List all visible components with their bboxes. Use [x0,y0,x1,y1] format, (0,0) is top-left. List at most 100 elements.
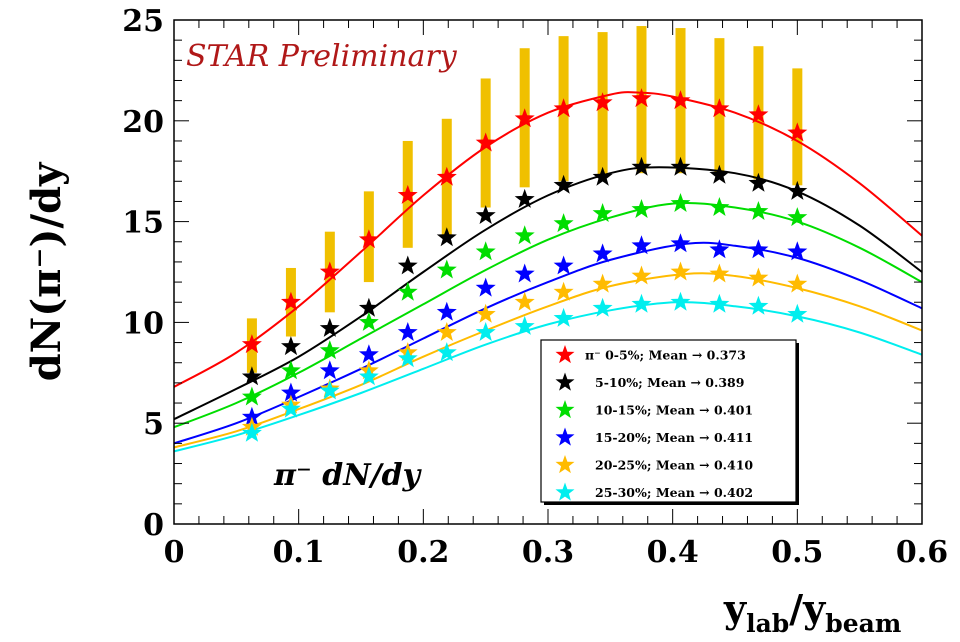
data-point-star [787,273,808,293]
data-point-star [670,156,691,176]
x-axis-label-sub2: beam [825,609,901,638]
data-point-star [281,336,301,356]
y-tick-label: 25 [122,4,164,39]
data-point-star [553,307,574,327]
data-point-star [514,291,535,311]
data-point-star [553,98,574,118]
data-point-star [475,303,496,323]
data-point-star [670,261,691,281]
data-point-star [709,197,730,216]
x-axis-label: ylab/ybeam [723,586,901,638]
y-tick-label: 0 [143,508,164,543]
fit-curve [173,91,923,388]
data-point-star [631,88,652,108]
data-point-star [592,297,613,317]
data-point-star [436,227,457,247]
data-markers [241,88,808,442]
data-point-star [709,293,730,313]
legend-entry-label: π⁻ 0-5%; Mean → 0.373 [585,348,746,363]
data-point-star [631,293,652,313]
data-point-star [748,201,769,220]
data-point-star [397,255,418,275]
data-point-star [358,366,379,386]
data-point-star [358,311,379,331]
data-point-star [241,406,262,426]
data-point-star [592,273,613,293]
legend-box [540,339,797,503]
x-tick-label: 0.3 [522,535,574,570]
legend-entry-label: 20-25%; Mean → 0.410 [595,458,753,473]
data-point-star [319,340,340,360]
data-point-star [281,382,301,402]
legend-marker [555,400,575,419]
data-point-star [514,188,535,208]
data-point-star [787,241,808,261]
data-point-star [436,301,457,321]
legend-entry-label: 10-15%; Mean → 0.401 [595,403,753,418]
data-point-star [748,104,769,124]
data-point-star [241,334,262,354]
x-tick-label: 0.6 [896,535,948,570]
data-point-star [787,122,808,142]
data-point-star [670,233,691,253]
data-point-star [631,235,652,255]
data-point-star [670,90,691,110]
x-tick-label: 0.2 [397,535,449,570]
data-point-star [358,297,379,317]
data-point-star [592,92,613,112]
legend-marker [555,427,575,446]
legend-entry-label: 25-30%; Mean → 0.402 [595,485,753,500]
data-point-star [514,263,535,283]
data-point-star [514,315,535,335]
data-point-star [475,241,496,261]
data-point-star [709,98,730,118]
data-point-star [787,180,808,200]
data-point-star [475,322,496,341]
data-point-star [670,193,691,212]
legend: π⁻ 0-5%; Mean → 0.373 5-10%; Mean → 0.389… [540,339,799,505]
data-point-star [397,322,418,341]
data-point-star [631,199,652,218]
legend-marker [555,345,575,364]
data-point-star [787,207,808,227]
legend-entry-label: 5-10%; Mean → 0.389 [595,375,744,390]
tick-labels: 0 0.1 0.2 0.3 0.4 0.5 0.6 0 5 10 15 20 25 [122,4,948,570]
data-point-star [397,184,418,204]
data-point-star [670,291,691,311]
data-point-star [358,344,379,364]
data-point-star [748,239,769,259]
data-point-star [553,255,574,275]
data-point-star [241,386,262,406]
data-point-star [319,317,340,337]
data-point-star [475,205,496,224]
data-point-star [553,174,574,194]
data-point-star [709,263,730,283]
y-axis-label: dN(π⁻)/dy [23,161,70,381]
data-point-star [787,303,808,323]
fit-curve [173,241,923,445]
y-tick-label: 20 [122,105,164,140]
data-point-star [748,267,769,287]
data-point-star [748,172,769,192]
data-point-star [475,132,496,152]
data-point-star [281,360,301,380]
data-point-star [241,422,262,442]
data-point-star [631,156,652,176]
data-point-star [514,108,535,128]
data-point-star [281,291,301,311]
x-axis-label-mid: /y [789,586,826,631]
data-point-star [631,265,652,285]
data-point-star [475,277,496,297]
x-tick-label: 0.4 [647,535,699,570]
x-tick-label: 0 [164,535,185,570]
data-point-star [436,259,457,279]
data-point-star [319,261,340,281]
data-point-star [397,281,418,301]
data-point-star [592,203,613,222]
data-point-star [553,213,574,233]
legend-marker [555,482,575,501]
pi-minus-dndy-label: π⁻ dN/dy [273,458,423,493]
legend-marker [555,455,575,474]
data-point-star [319,380,340,400]
